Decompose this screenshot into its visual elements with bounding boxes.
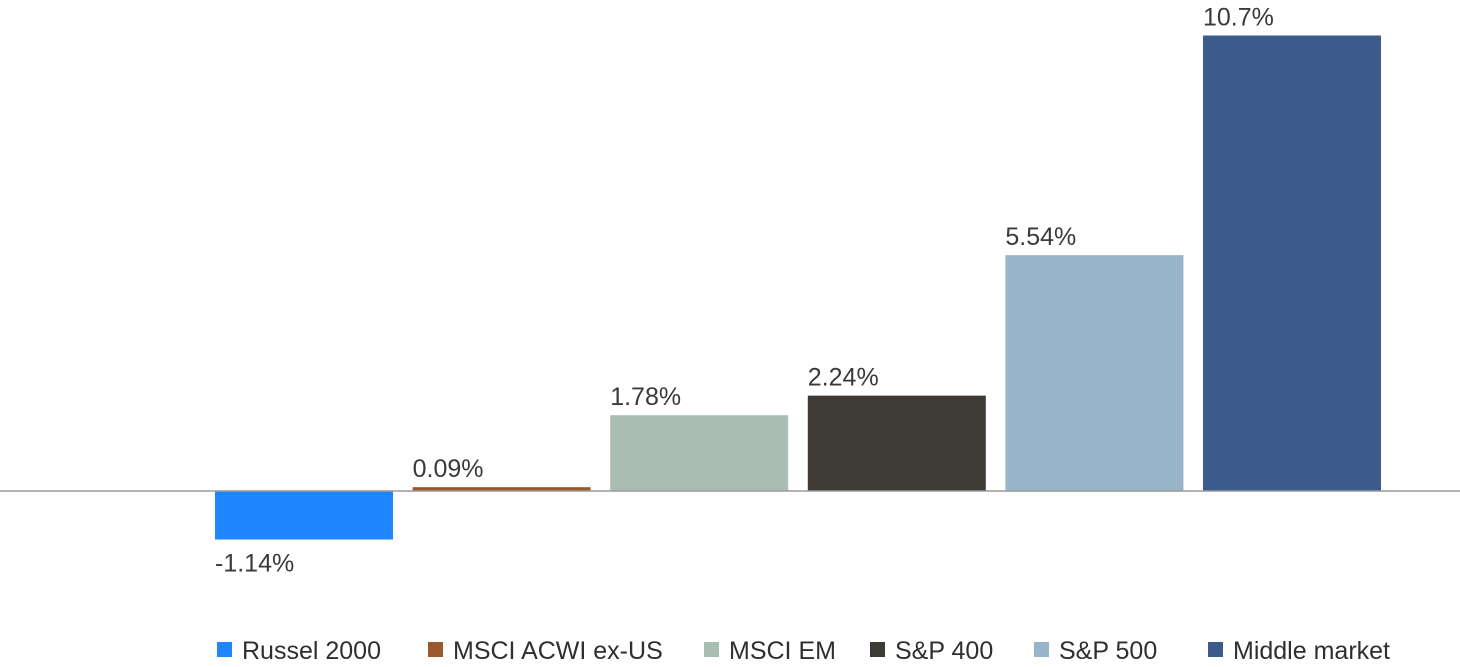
legend-label-0: Russel 2000 <box>242 637 381 665</box>
bar-4 <box>1005 255 1184 491</box>
bar-1 <box>412 487 591 491</box>
legend-swatch-2 <box>704 642 719 657</box>
legend-label-5: Middle market <box>1233 637 1390 665</box>
value-labels: -1.14% 0.09% 1.78% 2.24% 5.54% 10.7% <box>215 4 1274 578</box>
bars-layer <box>215 35 1381 540</box>
legend-swatch-1 <box>428 642 443 657</box>
value-label-4: 5.54% <box>1005 223 1076 251</box>
legend-label-4: S&P 500 <box>1059 637 1157 665</box>
bar-5 <box>1203 35 1381 491</box>
legend-label-3: S&P 400 <box>895 637 993 665</box>
value-label-5: 10.7% <box>1203 4 1274 32</box>
legend: Russel 2000 MSCI ACWI ex-US MSCI EM S&P 400… <box>217 637 1390 665</box>
legend-swatch-5 <box>1208 642 1223 657</box>
value-label-3: 2.24% <box>808 364 879 392</box>
value-label-0: -1.14% <box>215 550 294 578</box>
legend-swatch-0 <box>217 642 232 657</box>
legend-label-2: MSCI EM <box>729 637 836 665</box>
bar-3 <box>807 395 986 491</box>
bar-2 <box>610 415 789 491</box>
legend-label-1: MSCI ACWI ex-US <box>453 637 663 665</box>
legend-swatch-4 <box>1034 642 1049 657</box>
legend-swatch-3 <box>870 642 885 657</box>
value-label-2: 1.78% <box>610 383 681 411</box>
value-label-1: 0.09% <box>413 455 484 483</box>
bar-0 <box>215 491 393 540</box>
